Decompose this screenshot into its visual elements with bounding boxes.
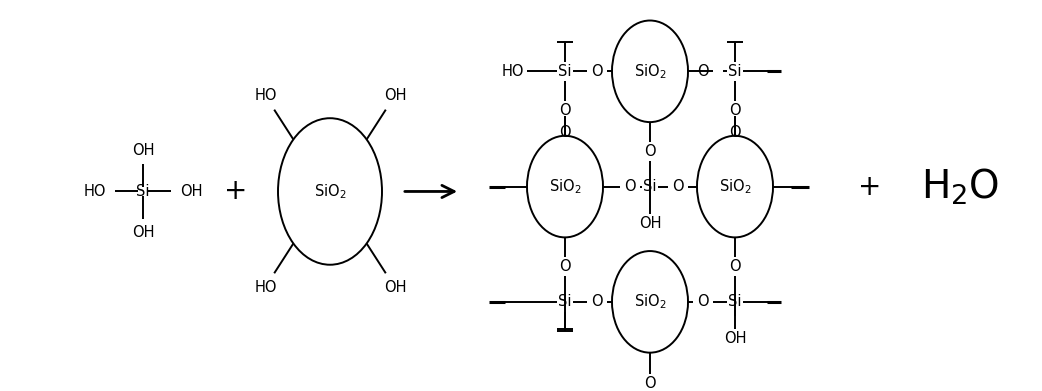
Text: OH: OH xyxy=(724,332,746,346)
Text: OH: OH xyxy=(384,280,407,296)
Text: Si: Si xyxy=(137,184,150,199)
Text: O: O xyxy=(729,103,741,118)
Text: O: O xyxy=(644,144,655,159)
Text: OH: OH xyxy=(180,184,202,199)
Text: +: + xyxy=(859,172,882,201)
Text: OH: OH xyxy=(131,143,154,158)
Text: HO: HO xyxy=(255,280,277,296)
Ellipse shape xyxy=(697,136,773,237)
Text: O: O xyxy=(644,377,655,391)
Text: O: O xyxy=(729,259,741,274)
Text: O: O xyxy=(591,294,603,309)
Text: Si: Si xyxy=(559,294,572,309)
Text: OH: OH xyxy=(639,216,662,231)
Text: Si: Si xyxy=(728,64,742,79)
Ellipse shape xyxy=(278,118,382,265)
Text: O: O xyxy=(672,179,684,194)
Text: Si: Si xyxy=(728,294,742,309)
Text: Si: Si xyxy=(643,179,656,194)
Text: O: O xyxy=(697,64,709,79)
Text: +: + xyxy=(224,178,248,205)
Text: O: O xyxy=(729,126,741,140)
Text: O: O xyxy=(560,259,571,274)
Text: SiO$_2$: SiO$_2$ xyxy=(314,182,346,201)
Text: SiO$_2$: SiO$_2$ xyxy=(549,177,581,196)
Text: OH: OH xyxy=(131,225,154,240)
Text: HO: HO xyxy=(83,184,106,199)
Text: SiO$_2$: SiO$_2$ xyxy=(634,292,666,311)
Text: H$_2$O: H$_2$O xyxy=(921,167,999,207)
Ellipse shape xyxy=(527,136,603,237)
Text: OH: OH xyxy=(384,88,407,102)
Text: O: O xyxy=(697,294,709,309)
Text: O: O xyxy=(591,64,603,79)
Text: HO: HO xyxy=(255,88,277,102)
Ellipse shape xyxy=(612,20,688,122)
Text: O: O xyxy=(624,179,636,194)
Text: Si: Si xyxy=(559,64,572,79)
Text: SiO$_2$: SiO$_2$ xyxy=(634,62,666,81)
Text: O: O xyxy=(560,126,571,140)
Text: SiO$_2$: SiO$_2$ xyxy=(719,177,751,196)
Ellipse shape xyxy=(612,251,688,353)
Text: HO: HO xyxy=(502,64,524,79)
Text: O: O xyxy=(560,103,571,118)
